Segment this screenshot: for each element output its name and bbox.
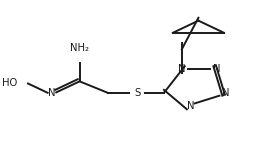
Text: S: S (134, 88, 140, 98)
Text: N: N (178, 64, 186, 74)
Text: NH₂: NH₂ (70, 43, 89, 53)
Text: N: N (221, 88, 229, 98)
Text: N: N (48, 88, 55, 98)
Text: HO: HO (2, 78, 18, 88)
Text: N: N (213, 64, 220, 74)
Text: N: N (187, 101, 195, 111)
